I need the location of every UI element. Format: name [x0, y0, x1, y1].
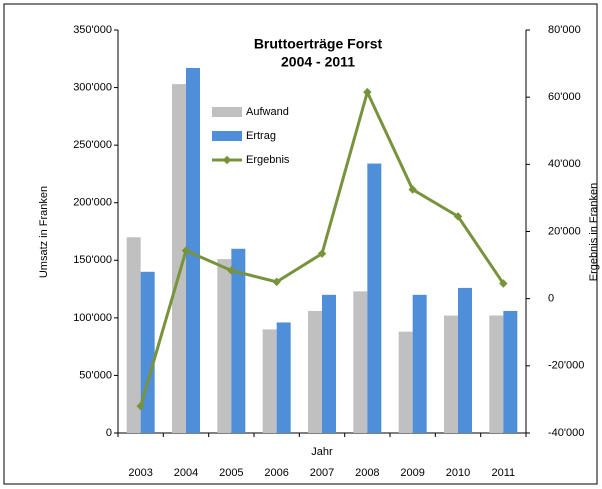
bar [126, 237, 141, 433]
y-tick-label: 100'000 [73, 312, 112, 324]
marker [453, 212, 463, 221]
bar [186, 67, 200, 434]
x-tick-label: 2003 [128, 467, 152, 479]
y2-tick-label: 40'000 [548, 158, 581, 170]
x-tick-label: 2009 [400, 467, 424, 479]
marker [136, 401, 145, 411]
legend-swatch [212, 107, 242, 117]
y-tick-label: 50'000 [79, 369, 112, 381]
x-tick-label: 2008 [355, 467, 379, 479]
bar [172, 84, 186, 434]
marker [181, 246, 191, 255]
bar [458, 287, 472, 433]
chart-subtitle: 2004 - 2011 [281, 54, 355, 70]
bar [503, 310, 518, 433]
y2-tick-label: 80'000 [548, 24, 581, 36]
y-tick-label: 200'000 [73, 197, 112, 209]
bar [412, 294, 427, 433]
marker [363, 87, 372, 97]
x-axis-label: Jahr [311, 446, 333, 458]
y-tick-label: 0 [106, 427, 112, 439]
bar [489, 315, 504, 433]
bar [398, 331, 413, 433]
y2-tick-label: -20'000 [548, 360, 584, 372]
y-tick-label: 300'000 [73, 81, 112, 93]
legend-marker [222, 155, 232, 165]
marker [317, 249, 327, 258]
legend-label: Ertrag [246, 130, 276, 142]
chart-title: Bruttoerträge Forst [254, 36, 383, 52]
bar [367, 163, 382, 433]
legend-swatch [212, 131, 242, 141]
marker [499, 279, 508, 288]
bar [140, 271, 155, 433]
x-tick-label: 2004 [174, 467, 198, 479]
y-tick-label: 150'000 [73, 254, 112, 266]
x-tick-label: 2005 [219, 467, 243, 479]
bar [353, 291, 368, 433]
marker [408, 185, 417, 194]
bar [322, 294, 336, 433]
y2-tick-label: 60'000 [548, 91, 581, 103]
y2-tick-label: 20'000 [548, 225, 581, 237]
bar [217, 259, 232, 433]
legend-label: Aufwand [246, 106, 289, 118]
x-tick-label: 2010 [446, 467, 470, 479]
y2-tick-label: 0 [548, 293, 554, 305]
bar [308, 310, 322, 433]
y-tick-label: 250'000 [73, 139, 112, 151]
y2-axis-label: Ergebnis in Franken [588, 183, 600, 281]
x-tick-label: 2006 [264, 467, 288, 479]
bar [262, 329, 277, 433]
legend-label: Ergebnis [246, 154, 290, 166]
x-tick-label: 2011 [492, 467, 516, 479]
bar [444, 315, 458, 433]
y2-tick-label: -40'000 [548, 427, 584, 439]
x-tick-label: 2007 [310, 467, 334, 479]
marker [227, 266, 236, 275]
y-tick-label: 350'000 [73, 24, 112, 36]
marker [272, 277, 281, 287]
bar [276, 322, 291, 433]
bar [231, 248, 246, 433]
y-axis-label: Umsatz in Franken [38, 186, 50, 278]
